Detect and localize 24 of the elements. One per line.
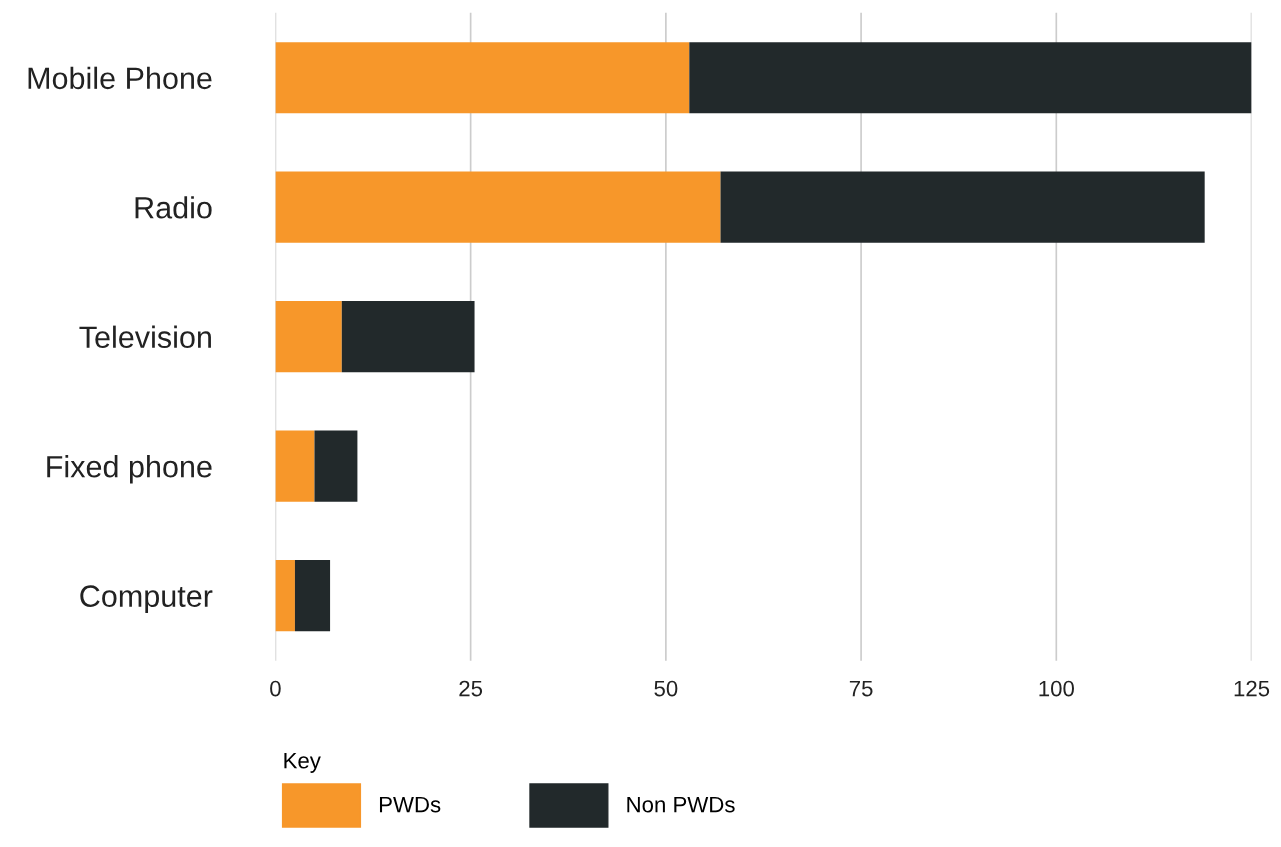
bar	[720, 171, 1205, 243]
bar	[341, 301, 475, 373]
y-tick-label: Radio	[135, 196, 212, 219]
y-tick-label: Computer	[80, 585, 213, 614]
x-tick-label: 25	[459, 680, 483, 697]
legend-label: PWDs	[379, 796, 441, 813]
x-tick-label: 100	[1039, 680, 1074, 697]
y-tick-label: Mobile Phone	[28, 66, 212, 90]
bar	[275, 301, 342, 373]
x-tick-label: 50	[654, 680, 678, 697]
bar	[275, 42, 690, 114]
legend-title: Key	[284, 752, 321, 773]
x-tick-label: 75	[849, 680, 873, 697]
bar	[294, 560, 331, 632]
bar	[275, 430, 315, 502]
legend-label: Non PWDs	[627, 796, 735, 813]
bar	[275, 171, 721, 243]
y-tick-label: Television	[79, 325, 211, 349]
bar	[689, 42, 1252, 114]
x-tick-label: 0	[270, 680, 281, 697]
bar	[314, 430, 358, 502]
y-tick-label: Fixed phone	[47, 455, 212, 484]
x-tick-label: 125	[1234, 680, 1270, 697]
bar	[275, 560, 295, 632]
